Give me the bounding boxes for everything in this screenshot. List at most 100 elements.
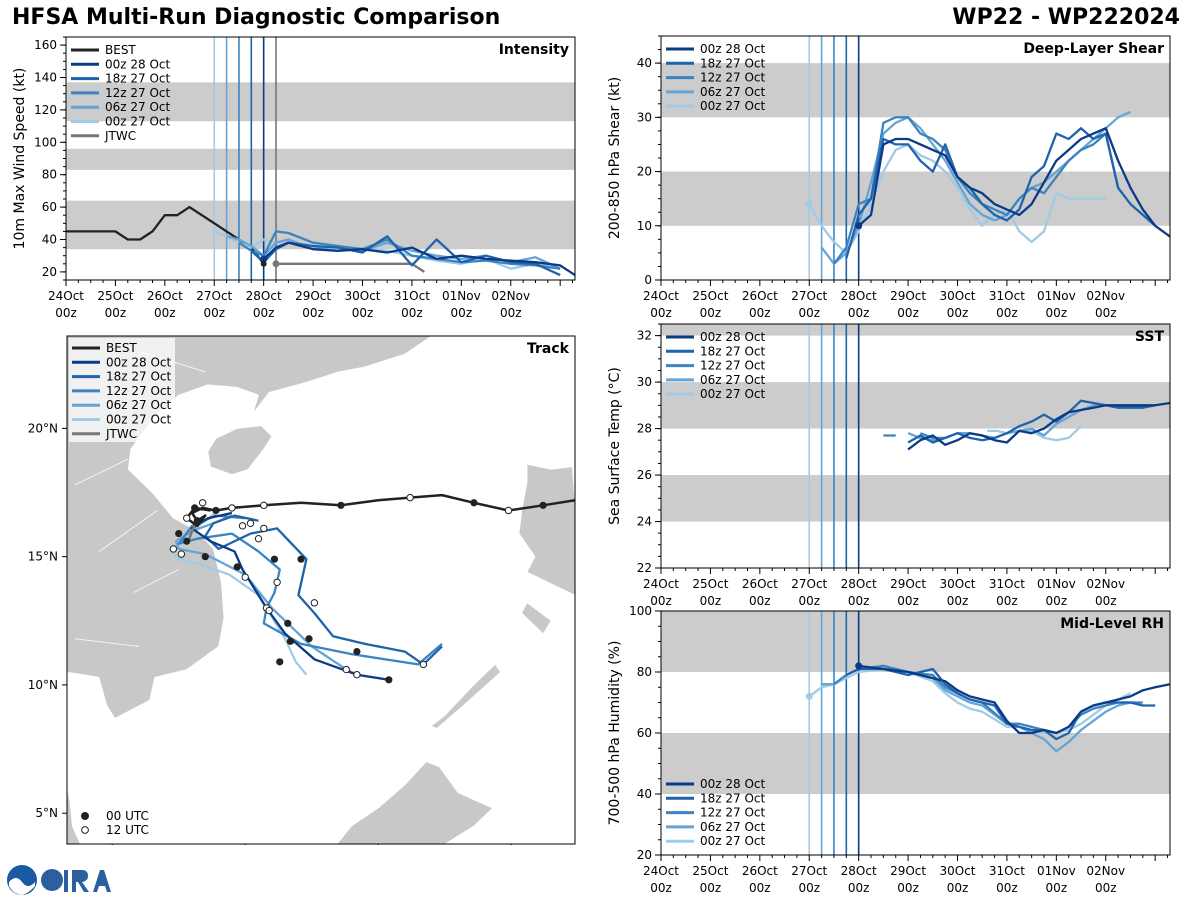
- x-tick-label-day: 24Oct: [643, 289, 679, 303]
- x-tick-label-hour: 00z: [1095, 881, 1117, 895]
- x-tick-label-day: 26Oct: [742, 577, 778, 591]
- legend-label: 18z 27 Oct: [700, 344, 766, 358]
- x-tick-label-day: 31Oct: [989, 289, 1025, 303]
- forecast-00utc-marker: [270, 555, 279, 563]
- plot-frame: [66, 335, 576, 845]
- y-tick-label: 30: [637, 110, 652, 124]
- y-tick-label: 80: [637, 665, 652, 679]
- sst-panel: 24Oct 00z 25Oct 00z 26Oct 00z 27Oct 00z 28Oct 00z…: [607, 323, 1171, 608]
- threshold-band: [66, 148, 575, 170]
- forecast-12utc-marker: [265, 606, 273, 615]
- malay-peninsula: [67, 787, 81, 844]
- x-tick-label-day: 30Oct: [939, 864, 975, 878]
- x-tick-label-hour: 00z: [203, 306, 225, 320]
- track-line-BEST: [185, 493, 575, 528]
- panel-title: SST: [1135, 329, 1165, 345]
- forecast-12utc-marker: [310, 599, 319, 607]
- x-tick-label-hour: 00z: [749, 306, 771, 320]
- x-tick-label-hour: 00z: [650, 594, 672, 608]
- x-tick-label-day: 27Oct: [791, 289, 827, 303]
- jtwc-marker: [272, 260, 280, 268]
- legend-label: 12z 27 Oct: [700, 359, 766, 373]
- init-marker: [855, 662, 863, 670]
- track-panel: 105°E110°E115°E120°E5°N10°N15°N20°NTrack…: [28, 335, 576, 845]
- panel-title: Deep-Layer Shear: [1023, 41, 1164, 57]
- forecast-00utc-marker: [284, 619, 292, 627]
- init-marker: [855, 222, 863, 230]
- x-tick-label-hour: 00z: [55, 306, 77, 320]
- series-line-r00z28: [907, 401, 1170, 451]
- legend-label: 18z 27 Oct: [105, 72, 171, 86]
- legend-label: 06z 27 Oct: [700, 85, 766, 99]
- x-tick-label-hour: 00z: [848, 881, 870, 895]
- x-tick-label-hour: 00z: [848, 594, 870, 608]
- plot-frame: [660, 323, 1171, 569]
- threshold-band: [66, 82, 575, 122]
- y-axis-label: 10m Max Wind Speed (kt): [12, 68, 28, 250]
- series-line-r00z27: [987, 425, 1082, 442]
- legend-label: 12z 27 Oct: [700, 806, 766, 820]
- x-tick-label-hour: 00z: [798, 881, 820, 895]
- best-12utc-marker: [260, 501, 268, 510]
- series-line-r00z27: [808, 143, 1106, 255]
- x-tick-label-day: 30Oct: [344, 289, 380, 303]
- best-end-marker: [260, 260, 267, 267]
- forecast-00utc-marker: [201, 553, 209, 561]
- y-tick-label: 20: [637, 165, 652, 179]
- forecast-00utc-marker: [385, 676, 393, 684]
- shear-panel: 24Oct 00z 25Oct 00z 26Oct 00z 27Oct 00z 28Oct 00z…: [607, 35, 1171, 320]
- y-tick-label: 10: [637, 219, 652, 233]
- title-right: WP22 - WP222024: [952, 5, 1180, 30]
- forecast-00utc-marker: [305, 635, 313, 643]
- best-00utc-marker: [337, 501, 345, 509]
- x-tick-label-hour: 00z: [401, 306, 423, 320]
- panel-title: Track: [527, 341, 570, 357]
- y-tick-label: 28: [637, 422, 652, 436]
- threshold-band: [661, 63, 1170, 118]
- legend-label: 12z 27 Oct: [700, 71, 766, 85]
- init-marker: [260, 255, 268, 263]
- legend-label: 06z 27 Oct: [700, 373, 766, 387]
- legend-label: JTWC: [105, 427, 137, 441]
- x-tick-label-day: 01Nov: [1037, 577, 1076, 591]
- borders: [74, 351, 206, 647]
- x-tick-label-hour: 00z: [947, 594, 969, 608]
- palawan-island: [430, 663, 501, 729]
- x-tick-label-hour: 00z: [749, 594, 771, 608]
- x-tick-label-hour: 00z: [253, 306, 275, 320]
- x-tick-label-hour: 00z: [996, 881, 1018, 895]
- x-tick-label-hour: 00z: [700, 594, 722, 608]
- x-tick-label-hour: 00z: [1046, 594, 1068, 608]
- marker-legend-12utc-icon: [81, 826, 89, 834]
- x-tick-label-day: 31Oct: [989, 864, 1025, 878]
- x-tick-label-day: 01Nov: [442, 289, 481, 303]
- forecast-12utc-marker: [238, 522, 247, 530]
- lat-tick-label: 10°N: [28, 678, 58, 692]
- forecast-12utc-marker: [177, 550, 186, 558]
- best-12utc-marker: [504, 506, 513, 515]
- rh-panel: 24Oct 00z 25Oct 00z 26Oct 00z 27Oct 00z 28Oct 00z…: [607, 606, 1171, 895]
- series-line-r12z27: [833, 664, 1143, 735]
- x-tick-label-hour: 00z: [1095, 306, 1117, 320]
- y-tick-label: 20: [42, 265, 57, 279]
- y-tick-label: 160: [34, 38, 57, 52]
- forecast-12utc-marker: [273, 578, 281, 587]
- x-tick-label-hour: 00z: [1046, 306, 1068, 320]
- forecast-00utc-marker: [175, 529, 183, 538]
- y-tick-label: 40: [637, 787, 652, 801]
- x-tick-label-hour: 00z: [947, 881, 969, 895]
- y-tick-label: 0: [644, 273, 652, 287]
- cira-logo: [7, 865, 111, 895]
- threshold-band: [661, 324, 1170, 336]
- y-tick-label: 40: [637, 56, 652, 70]
- x-tick-label-hour: 00z: [451, 306, 473, 320]
- forecast-00utc-marker: [297, 555, 305, 563]
- y-axis-label: Sea Surface Temp (°C): [607, 367, 623, 525]
- forecast-00utc-marker: [233, 563, 241, 571]
- x-tick-label-day: 02Nov: [491, 289, 530, 303]
- x-tick-label-day: 24Oct: [643, 864, 679, 878]
- x-tick-label-day: 25Oct: [692, 289, 728, 303]
- x-tick-label-hour: 00z: [947, 306, 969, 320]
- legend-label: 12z 27 Oct: [106, 384, 172, 398]
- x-tick-label-hour: 00z: [650, 306, 672, 320]
